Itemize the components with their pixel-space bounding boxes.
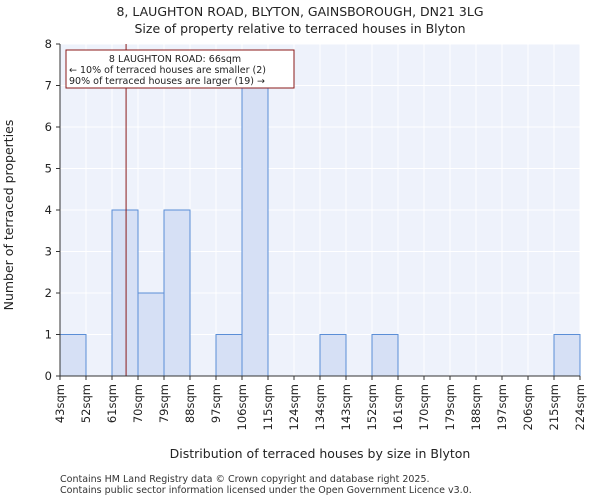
annotation-line-1: 8 LAUGHTON ROAD: 66sqm [109, 54, 241, 65]
y-tick-label: 4 [45, 203, 52, 217]
x-tick-label: 179sqm [443, 384, 457, 430]
bar [163, 209, 191, 377]
bar [137, 292, 165, 377]
x-tick-label: 143sqm [339, 384, 353, 430]
bar [371, 334, 399, 377]
bars [59, 85, 581, 377]
y-tick-label: 0 [45, 369, 52, 383]
y-tick-labels: 0 1 2 3 4 5 6 7 8 [45, 37, 60, 383]
y-tick-label: 2 [45, 286, 52, 300]
footer-line-1: Contains HM Land Registry data © Crown c… [60, 474, 430, 485]
bar [215, 334, 243, 377]
bar [241, 85, 269, 377]
x-tick-label: 106sqm [235, 384, 249, 430]
x-tick-label: 206sqm [521, 384, 535, 430]
x-tick-label: 188sqm [469, 384, 483, 430]
chart-subtitle: Size of property relative to terraced ho… [134, 21, 465, 36]
annotation-box: 8 LAUGHTON ROAD: 66sqm ← 10% of terraced… [65, 49, 295, 89]
x-tick-label: 61sqm [105, 384, 119, 423]
y-tick-label: 1 [45, 328, 52, 342]
x-tick-label: 224sqm [573, 384, 587, 430]
x-tick-label: 170sqm [417, 384, 431, 430]
annotation-line-2: ← 10% of terraced houses are smaller (2) [69, 65, 266, 76]
y-tick-label: 3 [45, 245, 52, 259]
x-tick-label: 115sqm [261, 384, 275, 430]
x-tick-labels: 43sqm 52sqm 61sqm 70sqm 79sqm 88sqm 97sqm 106sq… [53, 376, 587, 430]
x-tick-label: 88sqm [183, 384, 197, 423]
x-axis-label: Distribution of terraced houses by size … [170, 446, 471, 461]
annotation-frame [65, 49, 295, 89]
x-tick-label: 79sqm [157, 384, 171, 423]
bar [111, 209, 139, 377]
bar [553, 334, 581, 377]
annotation-line-3: 90% of terraced houses are larger (19) → [69, 76, 265, 87]
x-tick-label: 134sqm [313, 384, 327, 430]
x-tick-label: 152sqm [365, 384, 379, 430]
x-tick-label: 52sqm [79, 384, 93, 423]
footer-line-2: Contains public sector information licen… [60, 485, 472, 496]
y-tick-label: 7 [45, 79, 52, 93]
x-tick-label: 43sqm [53, 384, 67, 423]
x-tick-label: 124sqm [287, 384, 301, 430]
y-tick-label: 8 [45, 37, 52, 51]
y-tick-label: 5 [45, 162, 52, 176]
x-tick-label: 97sqm [209, 384, 223, 423]
y-tick-label: 6 [45, 120, 52, 134]
y-axis-label: Number of terraced properties [1, 120, 16, 311]
bar [59, 334, 87, 377]
x-tick-label: 215sqm [547, 384, 561, 430]
x-tick-label: 70sqm [131, 384, 145, 423]
x-tick-label: 161sqm [391, 384, 405, 430]
bar [319, 334, 347, 377]
x-tick-label: 197sqm [495, 384, 509, 430]
chart-title: 8, LAUGHTON ROAD, BLYTON, GAINSBOROUGH, … [116, 4, 483, 19]
